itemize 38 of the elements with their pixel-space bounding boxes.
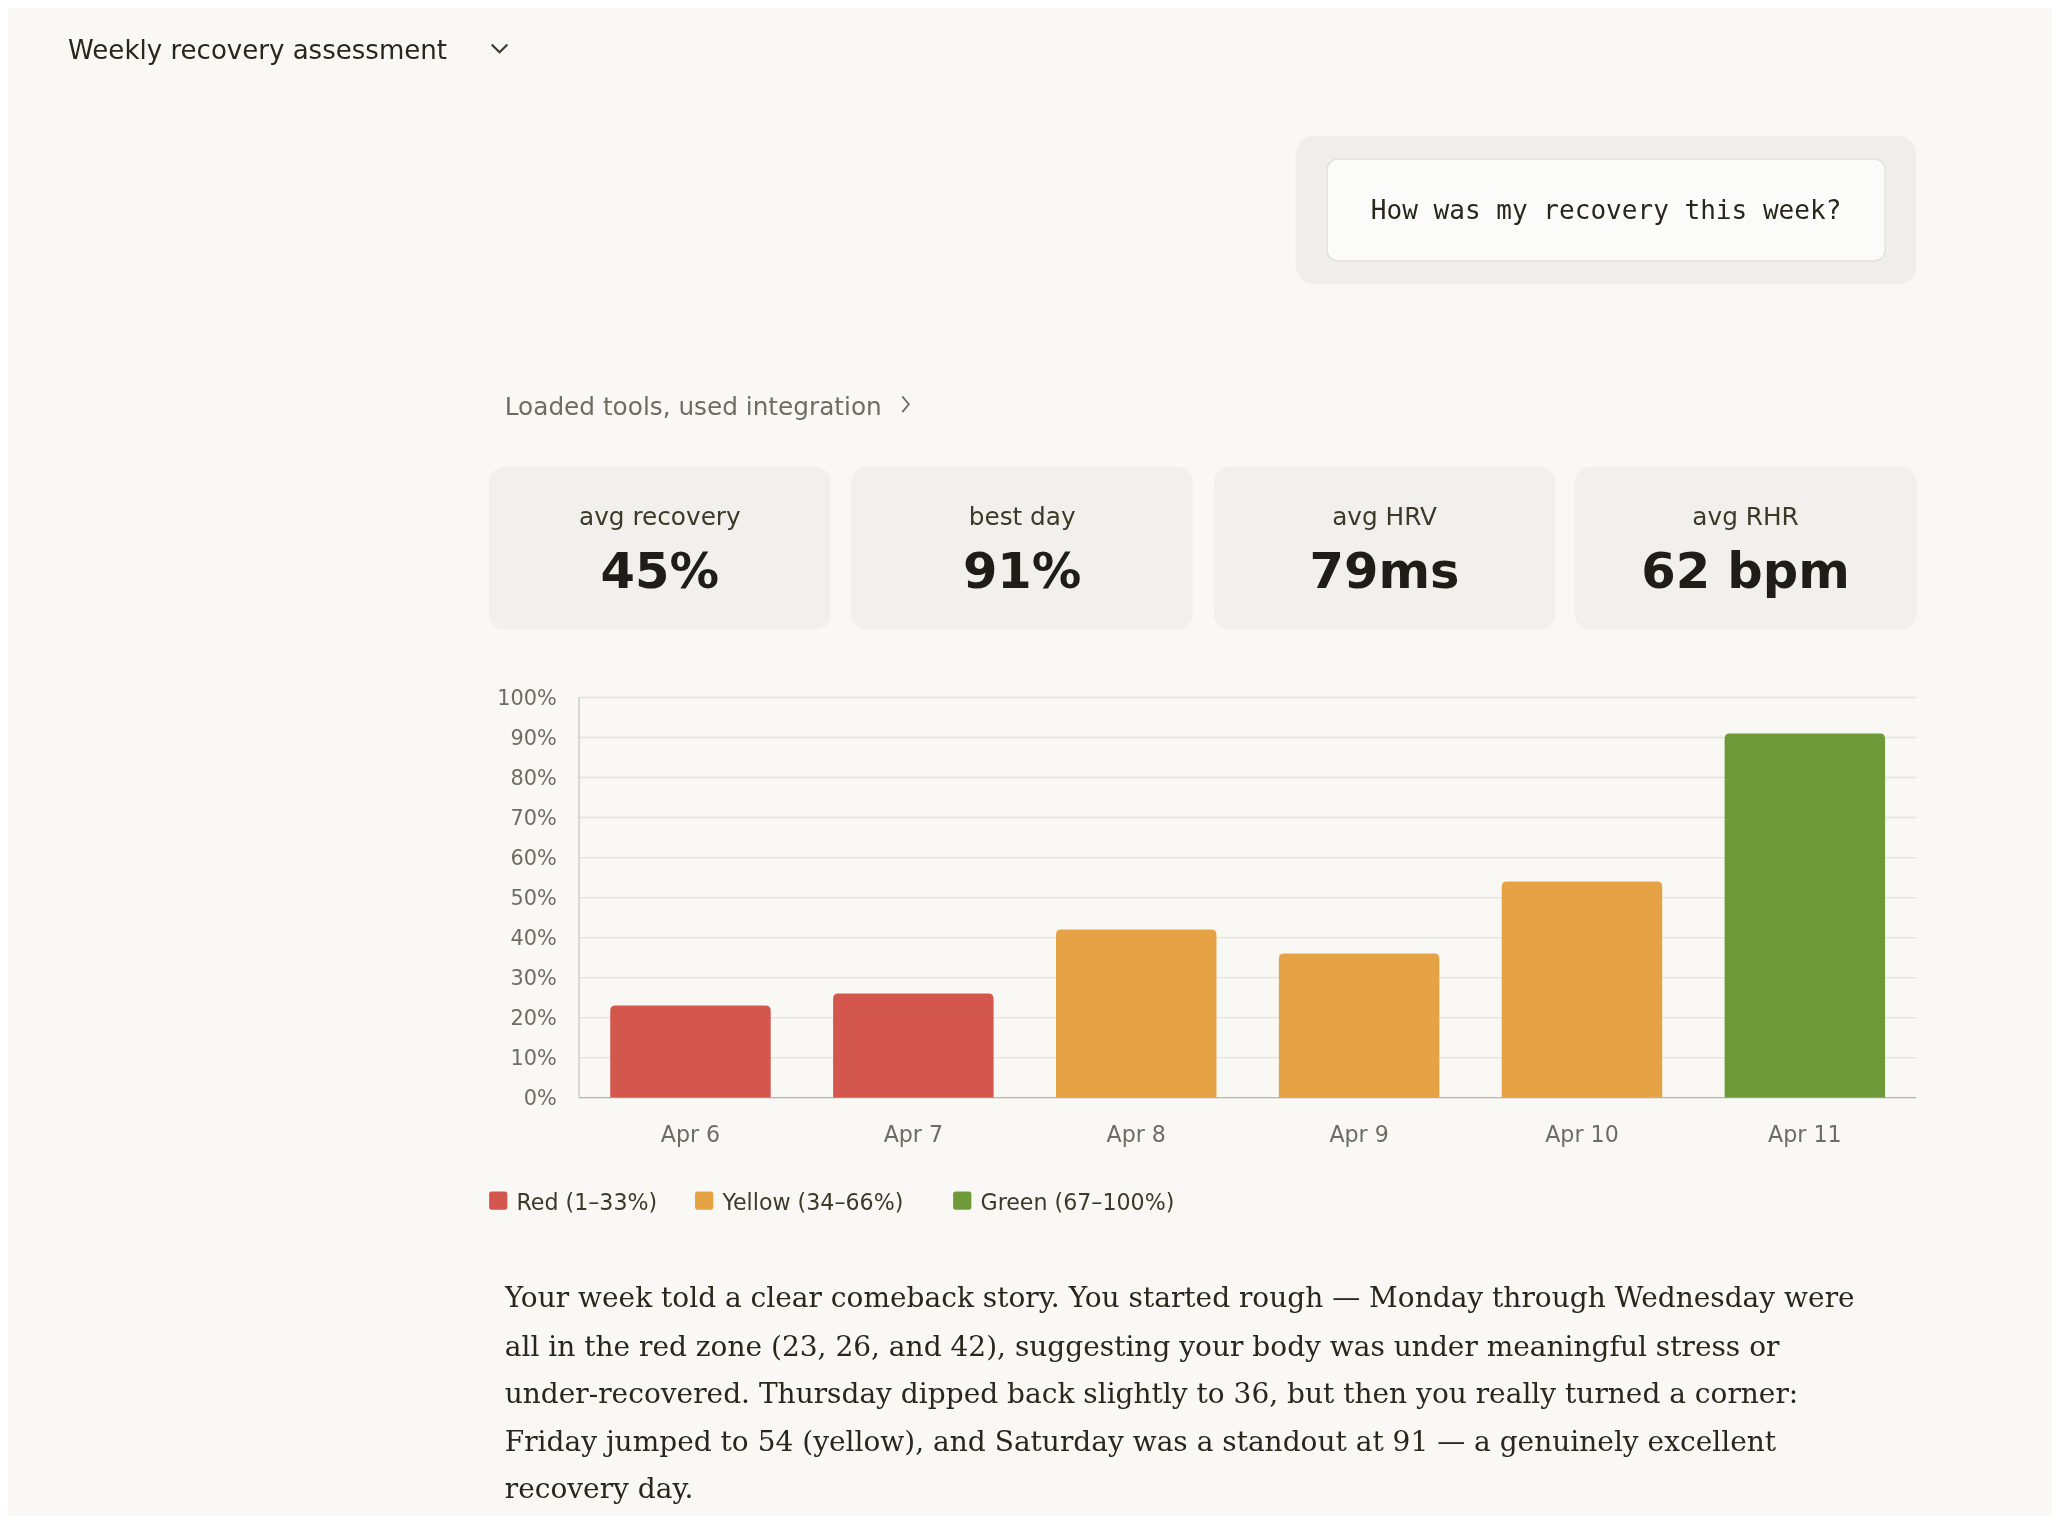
y-tick-label: 80%	[510, 766, 557, 791]
legend-label: Red (1–33%)	[516, 1188, 658, 1215]
bar	[833, 993, 994, 1098]
text: 62 bpm	[1641, 542, 1850, 600]
legend-label: Green (67–100%)	[980, 1188, 1175, 1215]
text: How was my recovery this week?	[1370, 195, 1842, 226]
legend-label: Yellow (34–66%)	[721, 1188, 904, 1215]
text: 45%	[600, 542, 720, 600]
x-tick-label: Apr 8	[1106, 1120, 1166, 1147]
y-tick-label: 40%	[510, 926, 557, 951]
x-tick-label: Apr 9	[1329, 1120, 1389, 1147]
y-tick-label: 10%	[510, 1046, 557, 1071]
y-tick-label: 60%	[510, 846, 557, 871]
y-tick-label: 50%	[510, 886, 557, 911]
text: avg recovery	[578, 502, 741, 532]
bar	[1055, 929, 1217, 1098]
text: Your week told a clear comeback story. You started rough — Monday through Wednesday were all in the red zone (23, 26, and 42), suggesting your body was under meaningful stress or under-recovered. Thursday dipped back slightly to 36, but then you really turned a corner: Friday jumped to 54 (yellow), and Saturday was a standout at 91 — a genuinely excellent recovery day.	[504, 1280, 1856, 1507]
x-tick-label: Apr 11	[1768, 1120, 1842, 1147]
x-tick-label: Apr 6	[660, 1120, 721, 1147]
text: avg RHR	[1692, 502, 1799, 532]
y-tick-label: 0%	[523, 1086, 557, 1111]
y-tick-label: 70%	[510, 806, 557, 831]
y-tick-label: 100%	[497, 686, 557, 711]
text: Loaded tools, used integration	[504, 391, 882, 421]
text: 91%	[962, 542, 1082, 600]
text: 79ms	[1309, 542, 1460, 600]
text: best day	[968, 502, 1076, 532]
text: Weekly recovery assessment	[68, 34, 448, 65]
bar	[1724, 733, 1886, 1098]
y-tick-label: 20%	[510, 1006, 557, 1031]
bar	[1278, 953, 1440, 1098]
bar	[1501, 881, 1663, 1098]
text: avg HRV	[1332, 502, 1437, 532]
x-tick-label: Apr 10	[1545, 1120, 1619, 1147]
y-tick-label: 30%	[510, 966, 557, 991]
y-tick-label: 90%	[510, 726, 557, 751]
x-tick-label: Apr 7	[883, 1120, 944, 1147]
bar	[610, 1005, 771, 1098]
